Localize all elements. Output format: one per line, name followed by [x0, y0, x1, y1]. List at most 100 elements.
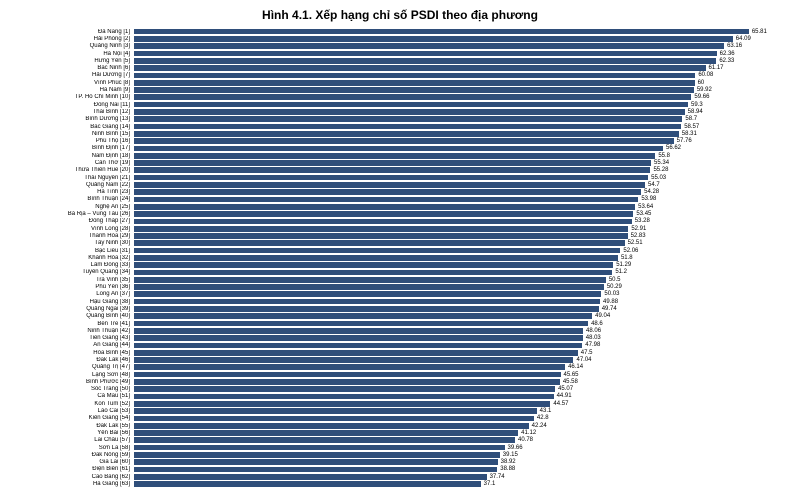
bar-track: 39.15 [134, 452, 788, 458]
bar-label: An Giang [44] [12, 342, 134, 348]
bar [134, 270, 612, 276]
bar-track: 53.64 [134, 204, 788, 210]
bar-label: Đồng Nai [11] [12, 102, 134, 108]
bar-track: 62.33 [134, 58, 788, 64]
bar-track: 47.04 [134, 357, 788, 363]
bar [134, 379, 560, 385]
bar-row: Bà Rịa – Vũng Tàu [26]53.45 [12, 210, 788, 217]
bar [134, 291, 601, 297]
bar-label: Kiên Giang [54] [12, 415, 134, 421]
bar-label: Phú Thọ [16] [12, 138, 134, 144]
bar-row: Lai Châu [57]40.78 [12, 437, 788, 444]
bar-track: 58.94 [134, 109, 788, 115]
bar-track: 59.66 [134, 94, 788, 100]
bar-label: Quảng Bình [40] [12, 313, 134, 319]
bar [134, 401, 550, 407]
bar [134, 109, 685, 115]
bar [134, 423, 529, 429]
bar-value: 56.62 [663, 145, 681, 151]
bar-row: Đồng Nai [11]59.3 [12, 101, 788, 108]
chart-container: Hình 4.1. Xếp hạng chỉ số PSDI theo địa … [0, 0, 800, 500]
bar-row: Ninh Bình [15]58.31 [12, 130, 788, 137]
bar-label: Hà Tĩnh [23] [12, 189, 134, 195]
bar-track: 55.34 [134, 160, 788, 166]
bar-row: Phú Yên [36]50.29 [12, 283, 788, 290]
bar [134, 474, 487, 480]
bar [134, 175, 648, 181]
bar [134, 452, 500, 458]
bar-track: 45.65 [134, 372, 788, 378]
bar-label: Quảng Nam [22] [12, 182, 134, 188]
bar-label: Đắk Lắk [55] [12, 423, 134, 429]
bar [134, 459, 498, 465]
bar-track: 39.66 [134, 445, 788, 451]
bar-value: 48.03 [583, 335, 601, 341]
bar-value: 59.92 [694, 87, 712, 93]
bar-value: 55.34 [651, 160, 669, 166]
bar-label: Bắc Ninh [6] [12, 65, 134, 71]
bar-row: Kon Tum [52]44.57 [12, 400, 788, 407]
bar-track: 65.81 [134, 29, 788, 35]
bar-label: Ninh Bình [15] [12, 131, 134, 137]
bar [134, 131, 679, 137]
bar [134, 29, 749, 35]
bar-value: 61.17 [706, 65, 724, 71]
bar-row: Hà Giang [63]37.1 [12, 480, 788, 487]
bar-value: 52.83 [628, 233, 646, 239]
bar-track: 58.7 [134, 116, 788, 122]
bar-track: 52.83 [134, 233, 788, 239]
bar-track: 44.91 [134, 394, 788, 400]
bar-row: Đắk Lắk [46]47.04 [12, 356, 788, 363]
bar-label: Vĩnh Phúc [8] [12, 80, 134, 86]
bar-track: 38.88 [134, 467, 788, 473]
bar-label: Long An [37] [12, 291, 134, 297]
bar-row: Cần Thơ [19]55.34 [12, 159, 788, 166]
bar-label: Quảng Ninh [3] [12, 43, 134, 49]
bar-row: Tuyên Quang [34]51.2 [12, 269, 788, 276]
bar-label: Hải Phòng [2] [12, 36, 134, 42]
bar-row: Sóc Trăng [50]45.07 [12, 386, 788, 393]
bar-label: Bến Tre [41] [12, 321, 134, 327]
bar-track: 49.04 [134, 313, 788, 319]
bar-value: 38.92 [498, 459, 516, 465]
bar-track: 45.58 [134, 379, 788, 385]
bar-row: Gia Lai [60]38.92 [12, 459, 788, 466]
bar-label: Lào Cai [53] [12, 408, 134, 414]
bar-row: Thanh Hóa [29]52.83 [12, 232, 788, 239]
bar [134, 65, 706, 71]
bar [134, 277, 606, 283]
bar [134, 116, 682, 122]
bar-label: TP. Hồ Chí Minh [10] [12, 94, 134, 100]
bar [134, 343, 582, 349]
bar [134, 394, 554, 400]
bar [134, 364, 565, 370]
bar-row: Hải Phòng [2]64.09 [12, 35, 788, 42]
bar-value: 42.24 [529, 423, 547, 429]
bar [134, 313, 592, 319]
bar-value: 58.7 [682, 116, 697, 122]
bar-value: 42.8 [534, 415, 549, 421]
bar-label: Hưng Yên [5] [12, 58, 134, 64]
bar-label: Bạc Liêu [31] [12, 248, 134, 254]
bar-track: 38.92 [134, 459, 788, 465]
bar-track: 55.8 [134, 153, 788, 159]
bar-label: Sóc Trăng [50] [12, 386, 134, 392]
bar [134, 36, 733, 42]
bar-track: 48.03 [134, 335, 788, 341]
bar-value: 39.15 [500, 452, 518, 458]
bar-row: Điện Biên [61]38.88 [12, 466, 788, 473]
bar [134, 189, 641, 195]
bar-row: Sơn La [58]39.66 [12, 444, 788, 451]
bar-row: Bình Phước [49]45.58 [12, 378, 788, 385]
bar-row: Nam Định [18]55.8 [12, 152, 788, 159]
bar-label: Tiền Giang [43] [12, 335, 134, 341]
bar [134, 167, 650, 173]
bar-track: 59.3 [134, 102, 788, 108]
bar-value: 37.1 [481, 481, 496, 487]
bar-label: Hậu Giang [38] [12, 299, 134, 305]
bar [134, 306, 599, 312]
bar-value: 65.81 [749, 29, 767, 35]
bar [134, 248, 620, 254]
bar-value: 48.06 [583, 328, 601, 334]
bar-label: Quảng Ngãi [39] [12, 306, 134, 312]
